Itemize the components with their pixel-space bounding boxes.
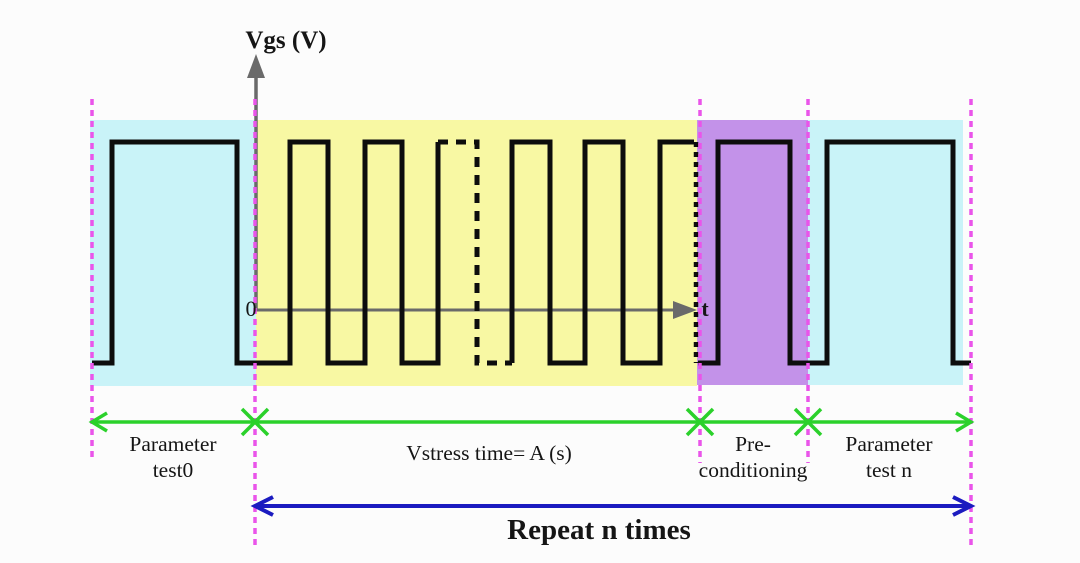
waveform-solid-middle xyxy=(509,139,694,366)
x-axis-label: t xyxy=(701,296,709,321)
t-axis-arrowhead-icon xyxy=(673,301,697,319)
phase-label-line: conditioning xyxy=(698,458,808,482)
waveform-solid-left xyxy=(92,139,441,366)
region-parameter-testn xyxy=(808,120,963,385)
region-parameter-test0 xyxy=(90,120,256,386)
arrowhead-left-icon xyxy=(88,411,108,433)
repeat-arrowhead-right-icon xyxy=(952,495,976,517)
phase-label-preconditioning: Pre- conditioning xyxy=(699,431,808,483)
phase-label-vstress: Vstress time= A (s) xyxy=(406,440,572,466)
arrowhead-right-icon xyxy=(955,411,975,433)
phase-label-line: test n xyxy=(866,458,912,482)
phase-label-parameter-test0: Parameter test0 xyxy=(129,431,216,483)
phase-label-parameter-testn: Parameter test n xyxy=(845,431,932,483)
phase-label-line: test0 xyxy=(152,458,194,482)
origin-label: 0 xyxy=(245,296,257,321)
repeat-span-arrow xyxy=(250,495,976,517)
waveform-dashed-pulse xyxy=(438,139,512,366)
y-axis-label: Vgs (V) xyxy=(245,27,327,54)
y-axis-arrowhead-icon xyxy=(247,54,265,78)
phase-label-line: Parameter xyxy=(129,432,217,456)
phase-label-line: Pre- xyxy=(735,432,771,456)
repeat-n-times-label: Repeat n times xyxy=(507,514,691,546)
phase-span-arrow xyxy=(88,407,975,437)
phase-label-line: Vstress time= A (s) xyxy=(406,441,572,465)
repeat-arrowhead-left-icon xyxy=(250,495,274,517)
phase-label-line: Parameter xyxy=(845,432,933,456)
